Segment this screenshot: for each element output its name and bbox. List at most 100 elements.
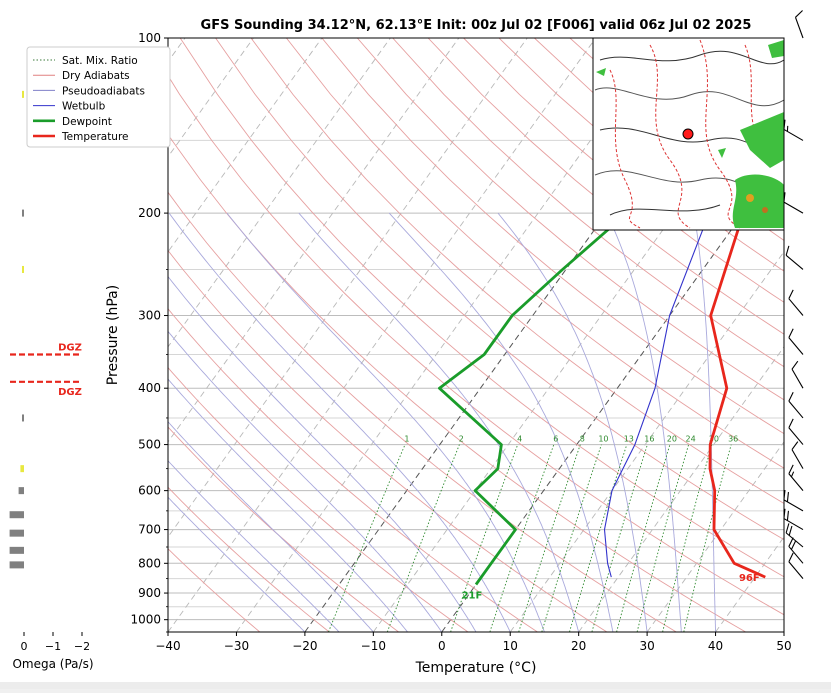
wind-barb-staff	[791, 449, 804, 469]
mixing-ratio-label: 2	[459, 435, 464, 444]
mixing-ratio-line	[518, 444, 581, 632]
isotherm-line	[168, 38, 528, 538]
wetbulb-line	[603, 140, 752, 578]
mixing-ratio-label: 20	[667, 435, 677, 444]
omega-bar	[22, 90, 24, 98]
mixing-ratio-label: 36	[728, 435, 738, 444]
pseudoadiabat-line	[497, 212, 648, 632]
dry-adiabat-line	[179, 38, 784, 578]
omega-tick-label: 0	[21, 640, 28, 653]
wind-barb	[783, 508, 804, 531]
omega-bar	[9, 529, 24, 537]
pseudoadiabat-line	[693, 213, 717, 632]
dry-adiabat-line	[250, 38, 784, 504]
mixing-ratio-label: 1	[404, 435, 409, 444]
wind-barb-staff	[785, 254, 804, 270]
wind-barb-flag	[788, 289, 794, 299]
wind-barb-flag	[788, 525, 793, 536]
chart-title: GFS Sounding 34.12°N, 62.13°E Init: 00z …	[201, 18, 752, 33]
x-tick-label: 10	[503, 639, 518, 653]
dgz-label: DGZ	[58, 342, 82, 353]
wind-barb	[788, 328, 804, 355]
mixing-ratio-line	[591, 444, 648, 632]
mixing-ratio-label: 4	[517, 435, 522, 444]
dry-adiabat-line	[286, 38, 784, 469]
x-axis-label: Temperature (°C)	[415, 660, 537, 676]
x-tick-label: 50	[776, 639, 791, 653]
omega-tick-label: −1	[45, 640, 61, 653]
mixing-ratio-label: 8	[580, 435, 585, 444]
pseudoadiabat-line	[168, 212, 511, 632]
pseudoadiabat-line	[606, 212, 682, 632]
dry-adiabat-line	[215, 38, 784, 541]
wind-barb-flag	[783, 192, 786, 203]
mixing-ratio-label: 13	[624, 435, 634, 444]
wind-barb-staff	[788, 427, 804, 445]
dry-adiabat-line	[392, 38, 784, 368]
wind-barb-staff	[783, 201, 804, 214]
wind-barb	[785, 523, 804, 548]
wind-barb	[783, 192, 804, 214]
wind-barb-staff	[794, 17, 804, 39]
pseudoadiabat-line	[168, 496, 306, 632]
legend-label: Dewpoint	[62, 116, 112, 128]
wind-barb-flag	[786, 510, 789, 521]
wind-barb-flag	[795, 10, 803, 18]
isotherm-line	[168, 38, 391, 348]
y-tick-label: 200	[138, 206, 161, 220]
wind-barb	[791, 360, 804, 389]
pseudoadiabat-line	[168, 421, 374, 632]
pseudoadiabat-line	[298, 212, 580, 632]
wind-barb-staff	[788, 298, 804, 316]
dry-adiabat-line	[168, 548, 261, 632]
inset-map	[592, 37, 785, 231]
isotherm-line	[304, 38, 733, 632]
x-tick-label: −40	[155, 639, 180, 653]
wind-barb	[788, 418, 804, 445]
wind-barb-half-flag	[786, 125, 789, 132]
wind-barb-half-flag	[790, 471, 795, 478]
legend-label: Temperature	[61, 131, 129, 143]
dry-adiabat-line	[427, 38, 784, 335]
wind-barb-flag	[791, 441, 799, 450]
dry-adiabat-line	[168, 249, 608, 632]
y-tick-label: 700	[138, 523, 161, 537]
wind-barb-flag	[788, 418, 794, 428]
mixing-ratio-label: 24	[686, 435, 696, 444]
y-axis-label: Pressure (hPa)	[105, 285, 121, 385]
dry-adiabat-line	[463, 38, 784, 303]
legend-label: Sat. Mix. Ratio	[62, 55, 138, 67]
x-tick-label: 20	[571, 639, 586, 653]
wind-barb	[794, 10, 804, 39]
mixing-ratio-line	[386, 444, 460, 632]
mixing-ratio-label: 30	[709, 435, 719, 444]
wind-barb-flag	[788, 464, 794, 475]
x-tick-label: 0	[438, 639, 446, 653]
omega-bar	[22, 209, 24, 217]
y-tick-label: 1000	[130, 613, 161, 627]
pseudoadiabat-line	[168, 275, 477, 632]
x-tick-label: 30	[639, 639, 654, 653]
isotherm-line	[168, 38, 460, 443]
wind-barb-flag	[785, 523, 790, 534]
wind-barb	[783, 489, 804, 512]
y-tick-label: 500	[138, 438, 161, 452]
legend-label: Pseudoadiabats	[62, 85, 145, 97]
omega-axis-label: Omega (Pa/s)	[12, 657, 93, 671]
wind-barb-flag	[783, 508, 786, 519]
y-tick-label: 800	[138, 556, 161, 570]
mixing-ratio-line	[541, 444, 602, 632]
y-tick-label: 600	[138, 484, 161, 498]
pseudoadiabat-line	[226, 212, 545, 632]
wind-barb	[783, 119, 804, 141]
dry-adiabat-line	[168, 308, 538, 632]
wind-barb-flag	[788, 537, 794, 547]
wind-barb	[788, 552, 804, 579]
y-tick-label: 900	[138, 586, 161, 600]
omega-bar	[9, 561, 24, 569]
x-tick-label: −30	[224, 639, 249, 653]
pseudoadiabat-line	[168, 378, 408, 632]
y-tick-label: 400	[138, 381, 161, 395]
surface-temperature-label: 96F	[739, 573, 760, 584]
